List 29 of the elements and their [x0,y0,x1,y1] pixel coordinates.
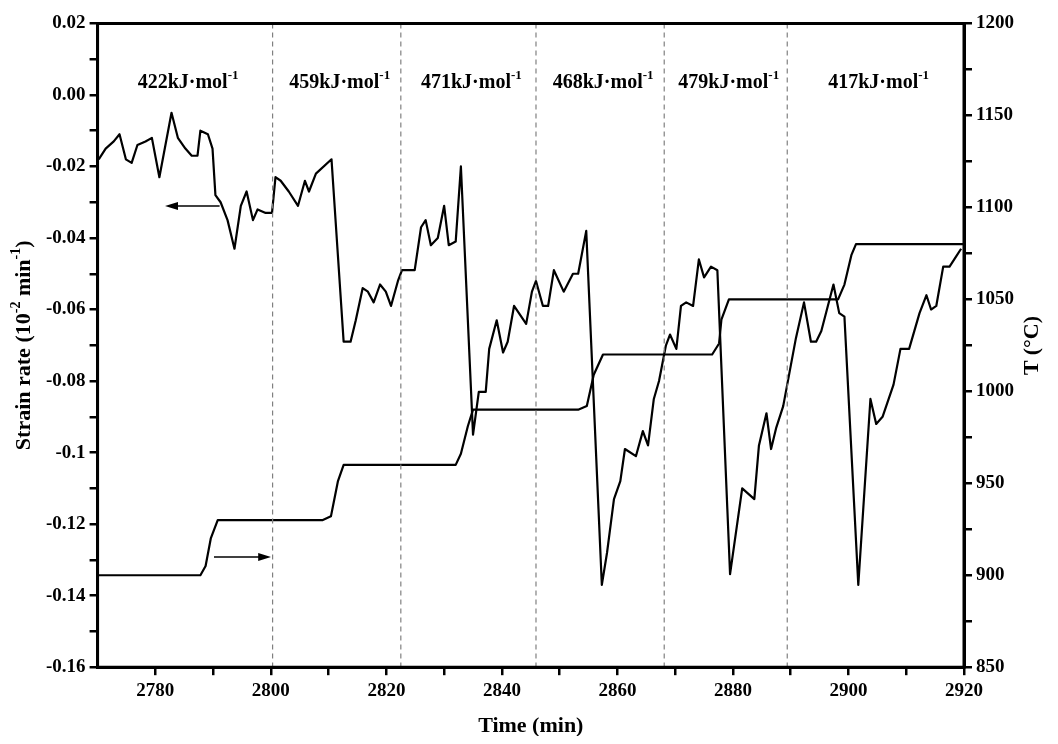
x-tick-label: 2920 [945,678,983,700]
y-tick-label: -0.06 [46,297,86,319]
y2-tick-label: 1000 [976,379,1014,401]
y-tick-label: -0.14 [46,583,87,605]
y2-tick-label: 1100 [976,195,1013,217]
y-tick-label: -0.04 [46,225,87,247]
y-tick-label: 0.02 [52,11,86,33]
y2-tick-label: 1150 [976,103,1013,125]
y-tick-label: -0.02 [46,154,86,176]
y-tick-label: -0.12 [46,512,86,534]
y-axis-title: Strain rate (10-2 min-1) [8,240,35,451]
y-tick-label: -0.16 [46,655,86,677]
x-tick-label: 2860 [598,678,637,700]
y2-tick-label: 950 [976,471,1005,493]
x-axis-title: Time (min) [478,712,584,737]
x-tick-label: 2840 [482,678,521,700]
y2-tick-label: 900 [976,563,1005,585]
y-tick-label: -0.08 [46,368,86,390]
x-tick-label: 2900 [829,678,868,700]
x-tick-label: 2800 [251,678,290,700]
x-tick-label: 2880 [713,678,752,700]
y2-tick-label: 850 [976,655,1005,677]
y-tick-label: 0.00 [52,82,86,104]
y2-tick-label: 1050 [976,287,1014,309]
y-tick-label: -0.1 [55,440,86,462]
y2-axis-title: T (°C) [1018,315,1043,376]
x-tick-label: 2780 [136,678,175,700]
y2-tick-label: 1200 [976,11,1014,33]
x-tick-label: 2820 [367,678,406,700]
